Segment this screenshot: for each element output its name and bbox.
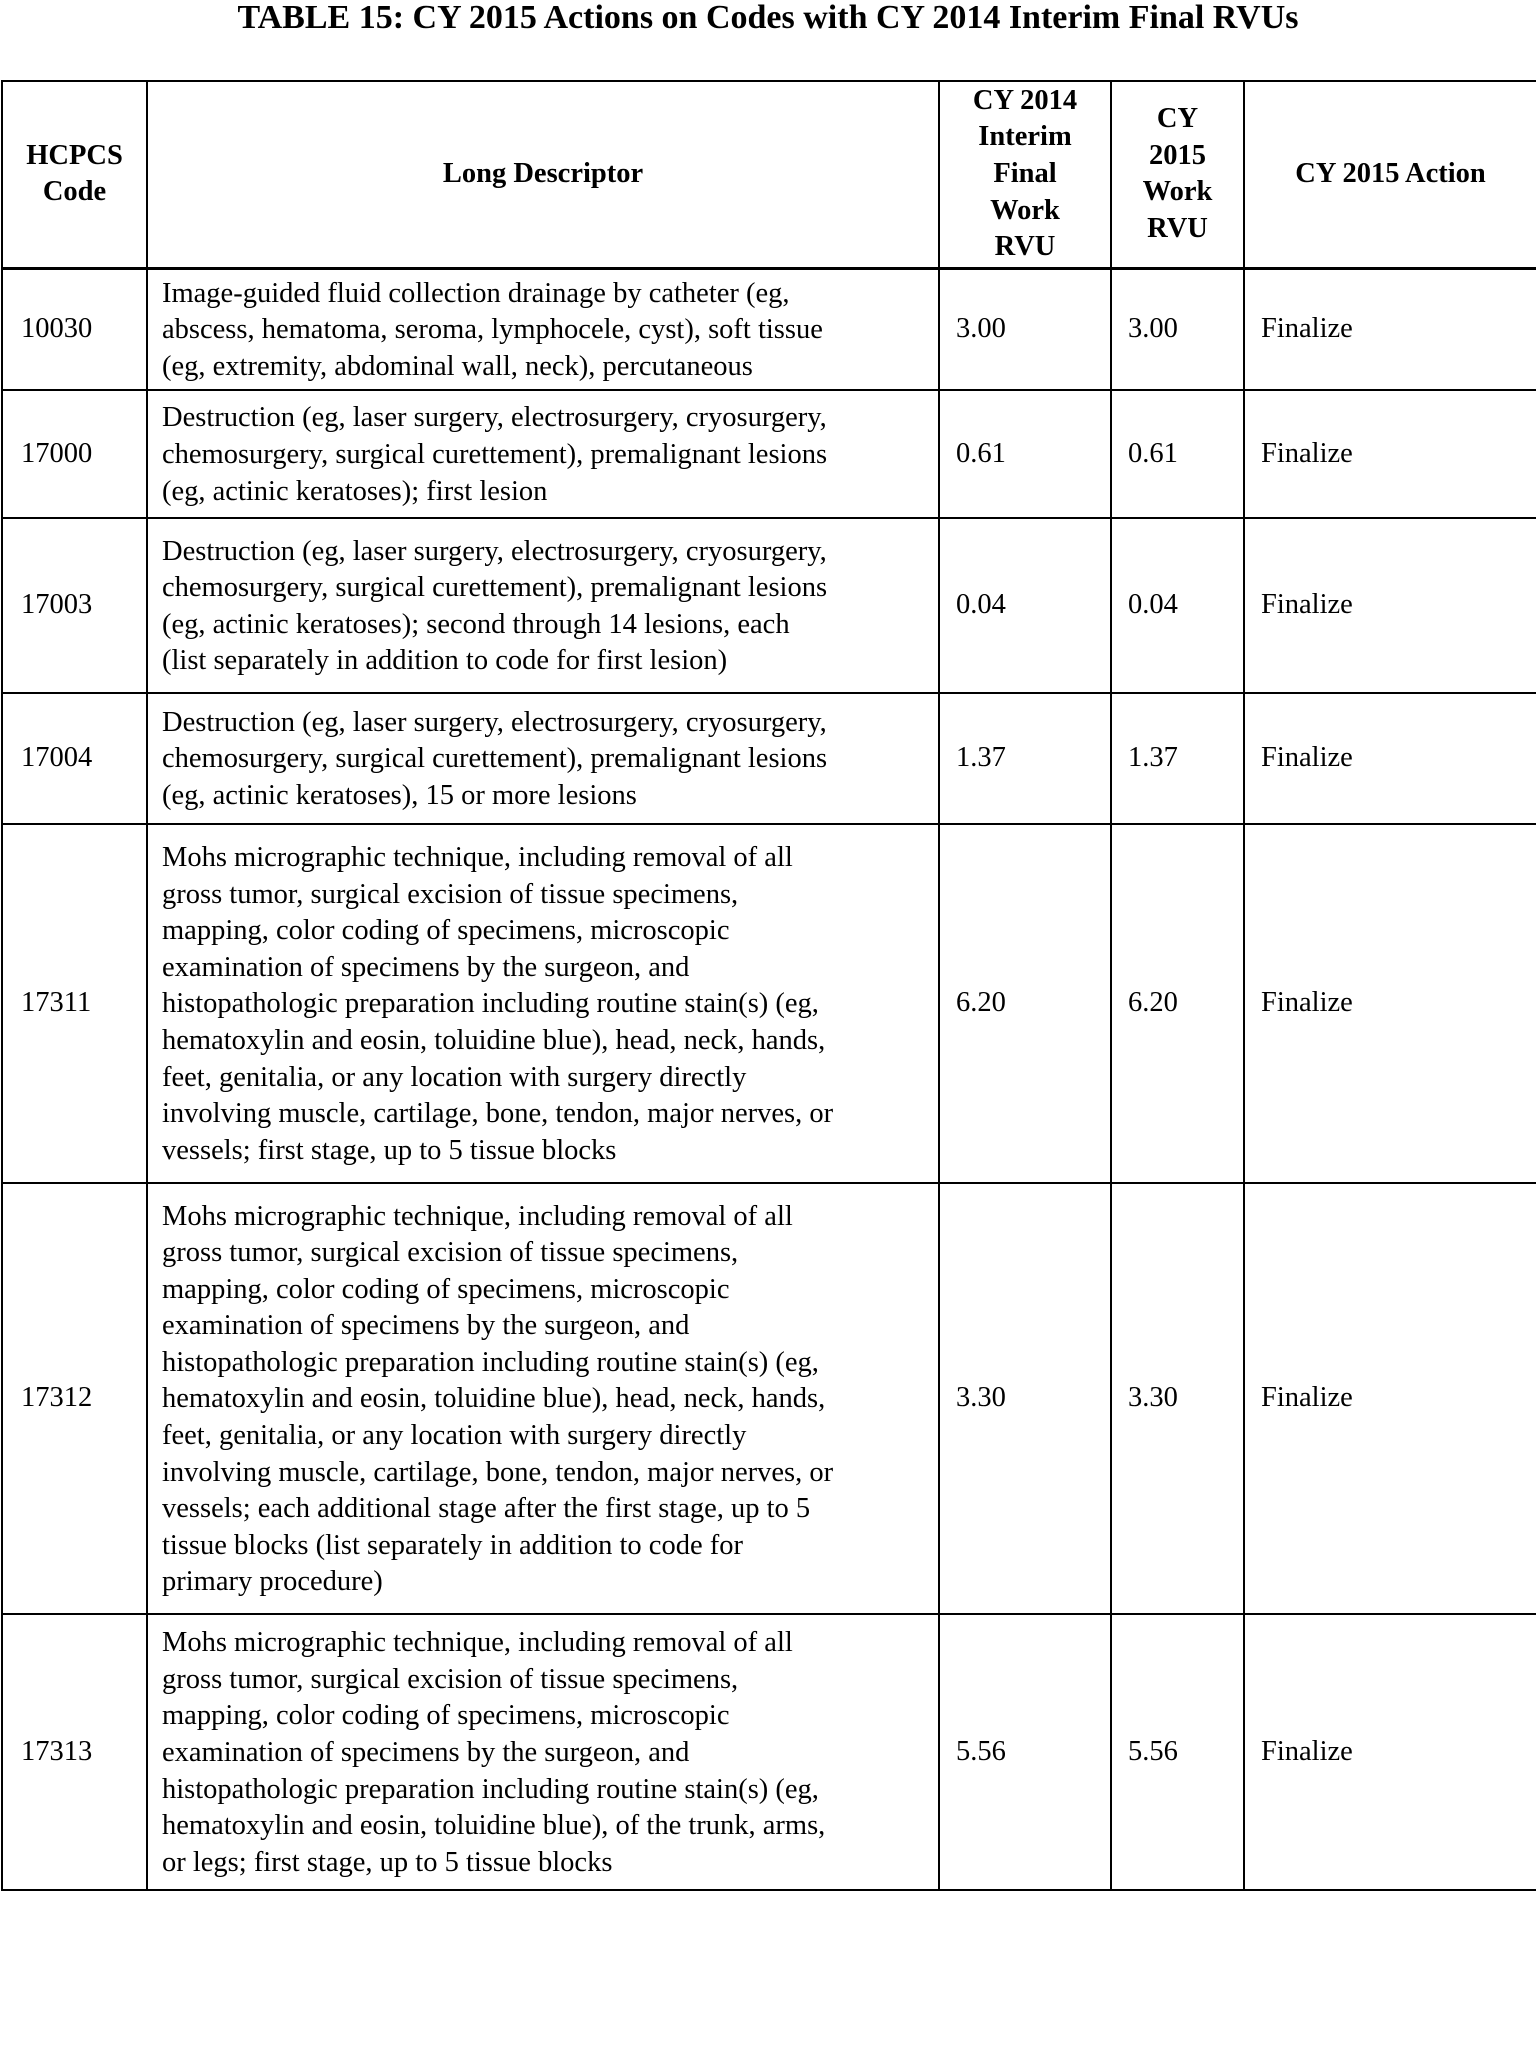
header-interim-rvu: CY 2014 Interim Final Work RVU (938, 80, 1112, 270)
descriptor-cell: Mohs micrographic technique, including r… (146, 1613, 940, 1892)
interim-rvu-cell: 0.61 (938, 389, 1112, 520)
action-cell: Finalize (1243, 1613, 1536, 1892)
action-cell: Finalize (1243, 692, 1536, 826)
work-rvu-cell: 3.30 (1110, 1182, 1245, 1616)
action-cell: Finalize (1243, 389, 1536, 520)
table-row: 17000 Destruction (eg, laser surgery, ele… (1, 389, 1536, 520)
descriptor-cell: Mohs micrographic technique, including r… (146, 823, 940, 1185)
interim-rvu-cell: 5.56 (938, 1613, 1112, 1892)
table-row: 17003 Destruction (eg, laser surgery, ele… (1, 517, 1536, 695)
hcpcs-code-cell: 17312 (1, 1182, 148, 1616)
work-rvu-cell: 5.56 (1110, 1613, 1245, 1892)
table-row: 17313 Mohs micrographic technique, includ… (1, 1613, 1536, 1892)
table-row: 17312 Mohs micrographic technique, includ… (1, 1182, 1536, 1616)
header-row: HCPCS Code Long Descriptor CY 2014 Inter… (1, 80, 1536, 270)
header-action: CY 2015 Action (1243, 80, 1536, 270)
work-rvu-cell: 3.00 (1110, 266, 1245, 392)
header-work-rvu: CY 2015 Work RVU (1110, 80, 1245, 270)
work-rvu-cell: 1.37 (1110, 692, 1245, 826)
hcpcs-code-cell: 17004 (1, 692, 148, 826)
work-rvu-cell: 0.04 (1110, 517, 1245, 695)
descriptor-cell: Image-guided fluid collection drainage b… (146, 266, 940, 392)
interim-rvu-cell: 6.20 (938, 823, 1112, 1185)
descriptor-cell: Mohs micrographic technique, including r… (146, 1182, 940, 1616)
work-rvu-cell: 0.61 (1110, 389, 1245, 520)
action-cell: Finalize (1243, 823, 1536, 1185)
interim-rvu-cell: 3.00 (938, 266, 1112, 392)
interim-rvu-cell: 0.04 (938, 517, 1112, 695)
interim-rvu-cell: 1.37 (938, 692, 1112, 826)
hcpcs-code-cell: 10030 (1, 266, 148, 392)
table-title: TABLE 15: CY 2015 Actions on Codes with … (237, 0, 1299, 36)
descriptor-cell: Destruction (eg, laser surgery, electros… (146, 692, 940, 826)
header-long-descriptor: Long Descriptor (146, 80, 940, 270)
rvu-table: HCPCS Code Long Descriptor CY 2014 Inter… (1, 80, 1536, 1892)
action-cell: Finalize (1243, 517, 1536, 695)
action-cell: Finalize (1243, 1182, 1536, 1616)
descriptor-cell: Destruction (eg, laser surgery, electros… (146, 517, 940, 695)
hcpcs-code-cell: 17003 (1, 517, 148, 695)
descriptor-cell: Destruction (eg, laser surgery, electros… (146, 389, 940, 520)
hcpcs-code-cell: 17313 (1, 1613, 148, 1892)
hcpcs-code-cell: 17311 (1, 823, 148, 1185)
work-rvu-cell: 6.20 (1110, 823, 1245, 1185)
header-hcpcs-code: HCPCS Code (1, 80, 148, 270)
interim-rvu-cell: 3.30 (938, 1182, 1112, 1616)
hcpcs-code-cell: 17000 (1, 389, 148, 520)
table-row: 17004 Destruction (eg, laser surgery, ele… (1, 692, 1536, 826)
action-cell: Finalize (1243, 266, 1536, 392)
table-row: 17311 Mohs micrographic technique, includ… (1, 823, 1536, 1185)
table-row: 10030 Image-guided fluid collection drain… (1, 266, 1536, 392)
